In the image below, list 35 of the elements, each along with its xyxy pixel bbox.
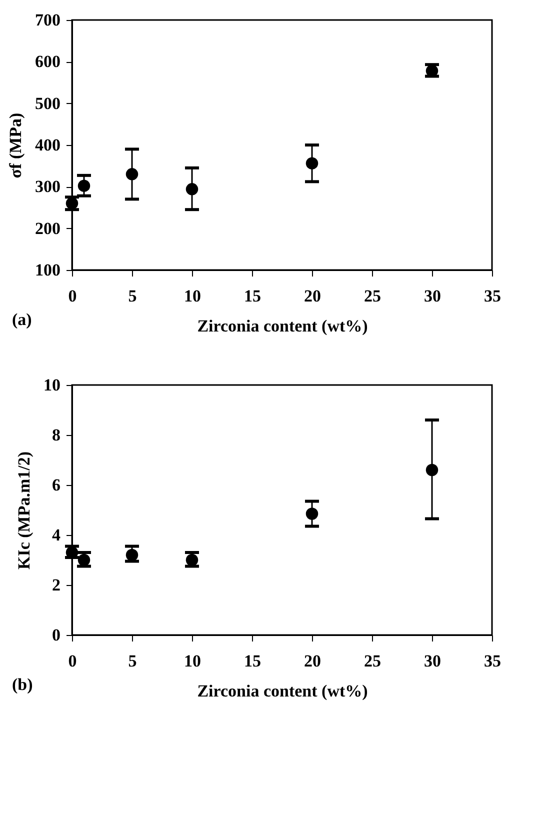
x-tick-label: 10 <box>184 286 201 306</box>
x-tick-label: 15 <box>244 286 261 306</box>
x-tick-label: 25 <box>364 652 381 670</box>
x-tick-label: 35 <box>484 652 501 670</box>
x-tick-label: 15 <box>244 652 261 670</box>
x-axis-title: Zirconia content (wt%) <box>197 316 368 336</box>
x-tick-label: 30 <box>424 286 441 306</box>
x-tick-label: 5 <box>128 286 137 306</box>
y-tick-label: 300 <box>35 177 60 196</box>
x-tick-label: 5 <box>128 652 137 670</box>
x-tick-label: 25 <box>364 286 381 306</box>
y-tick-label: 100 <box>35 260 60 280</box>
x-tick-label: 30 <box>424 652 441 670</box>
x-axis-title: Zirconia content (wt%) <box>197 682 368 700</box>
y-tick-label: 0 <box>52 626 60 644</box>
y-axis-title: KIc (MPa.m1/2) <box>14 451 34 570</box>
x-tick-label: 35 <box>484 286 501 306</box>
x-tick-label: 20 <box>304 652 321 670</box>
x-tick-label: 0 <box>68 286 77 306</box>
y-tick-label: 500 <box>35 94 60 113</box>
y-tick-label: 8 <box>52 426 60 444</box>
y-tick-label: 600 <box>35 52 60 72</box>
x-tick-label: 0 <box>68 652 77 670</box>
y-tick-label: 2 <box>52 576 60 594</box>
x-tick-label: 10 <box>184 652 201 670</box>
y-tick-label: 200 <box>35 218 60 238</box>
y-tick-label: 4 <box>52 526 61 544</box>
y-tick-label: 6 <box>52 476 60 494</box>
x-tick-label: 20 <box>304 286 321 306</box>
y-tick-label: 400 <box>35 136 60 154</box>
text: (b) <box>12 675 33 694</box>
text: (a) <box>12 310 32 329</box>
y-tick-label: 10 <box>44 376 60 394</box>
y-axis-title: σf (MPa) <box>6 112 25 178</box>
y-tick-label: 700 <box>35 10 60 30</box>
